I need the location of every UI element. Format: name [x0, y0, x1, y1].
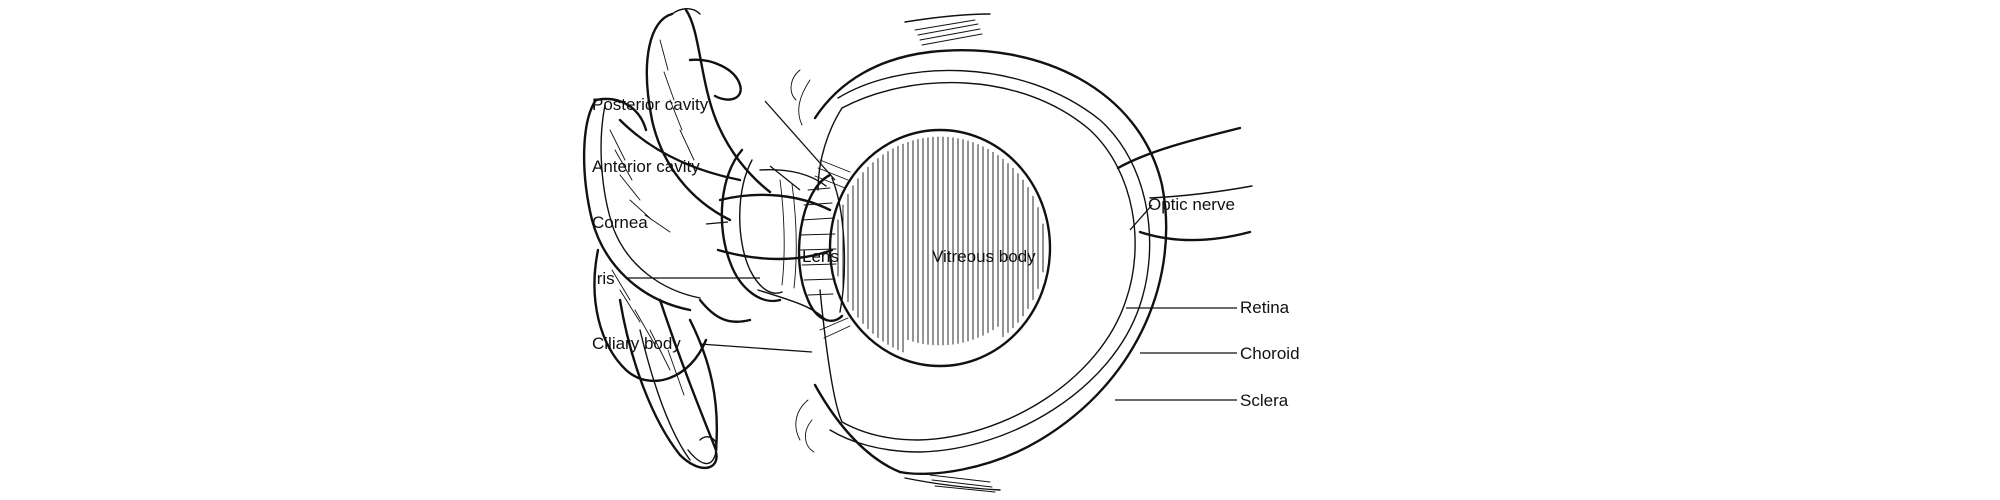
eyelid-drawing — [582, 8, 772, 470]
leader-cornea — [705, 221, 729, 225]
leader-optic-nerve — [1129, 204, 1153, 231]
optic-nerve-drawing — [1116, 126, 1253, 242]
label-posterior-cavity: Posterior cavity — [592, 95, 709, 114]
label-vitreous-body: Vitreous body — [932, 247, 1036, 266]
label-lens: Lens — [802, 247, 839, 266]
leader-ciliary-body — [699, 343, 813, 353]
retina-outline — [841, 81, 1136, 441]
labels: Posterior cavity Anterior cavity Cornea … — [592, 95, 1300, 410]
choroid-outline — [829, 69, 1151, 453]
leader-lines — [626, 100, 1237, 401]
label-ciliary-body: Ciliary body — [592, 334, 681, 353]
label-sclera: Sclera — [1240, 391, 1289, 410]
vitreous-body-drawing — [828, 128, 1052, 368]
lens-drawing — [797, 159, 851, 339]
sclera-outline — [898, 49, 1168, 476]
leader-posterior-cavity — [764, 100, 836, 181]
leader-anterior-cavity — [769, 165, 801, 191]
label-optic-nerve: Optic nerve — [1148, 195, 1235, 214]
label-anterior-cavity: Anterior cavity — [592, 157, 700, 176]
eyeball-layers — [790, 13, 1168, 493]
label-iris: Iris — [592, 269, 615, 288]
label-cornea: Cornea — [592, 213, 648, 232]
label-retina: Retina — [1240, 298, 1290, 317]
anterior-segment-drawing — [716, 148, 834, 321]
label-choroid: Choroid — [1240, 344, 1300, 363]
